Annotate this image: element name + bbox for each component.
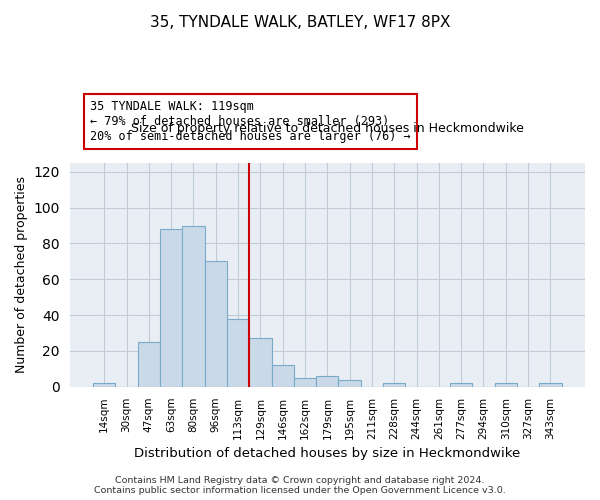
Bar: [272, 366, 294, 387]
Bar: [205, 262, 227, 387]
Text: 35, TYNDALE WALK, BATLEY, WF17 8PX: 35, TYNDALE WALK, BATLEY, WF17 8PX: [150, 15, 450, 30]
Bar: [539, 383, 562, 387]
X-axis label: Distribution of detached houses by size in Heckmondwike: Distribution of detached houses by size …: [134, 447, 520, 460]
Y-axis label: Number of detached properties: Number of detached properties: [15, 176, 28, 374]
Bar: [93, 383, 115, 387]
Title: Size of property relative to detached houses in Heckmondwike: Size of property relative to detached ho…: [131, 122, 524, 135]
Bar: [294, 378, 316, 387]
Bar: [182, 226, 205, 387]
Bar: [494, 383, 517, 387]
Bar: [160, 229, 182, 387]
Bar: [383, 383, 406, 387]
Bar: [450, 383, 472, 387]
Bar: [227, 318, 249, 387]
Bar: [137, 342, 160, 387]
Text: 35 TYNDALE WALK: 119sqm
← 79% of detached houses are smaller (293)
20% of semi-d: 35 TYNDALE WALK: 119sqm ← 79% of detache…: [90, 100, 411, 143]
Bar: [316, 376, 338, 387]
Bar: [338, 380, 361, 387]
Text: Contains HM Land Registry data © Crown copyright and database right 2024.
Contai: Contains HM Land Registry data © Crown c…: [94, 476, 506, 495]
Bar: [249, 338, 272, 387]
